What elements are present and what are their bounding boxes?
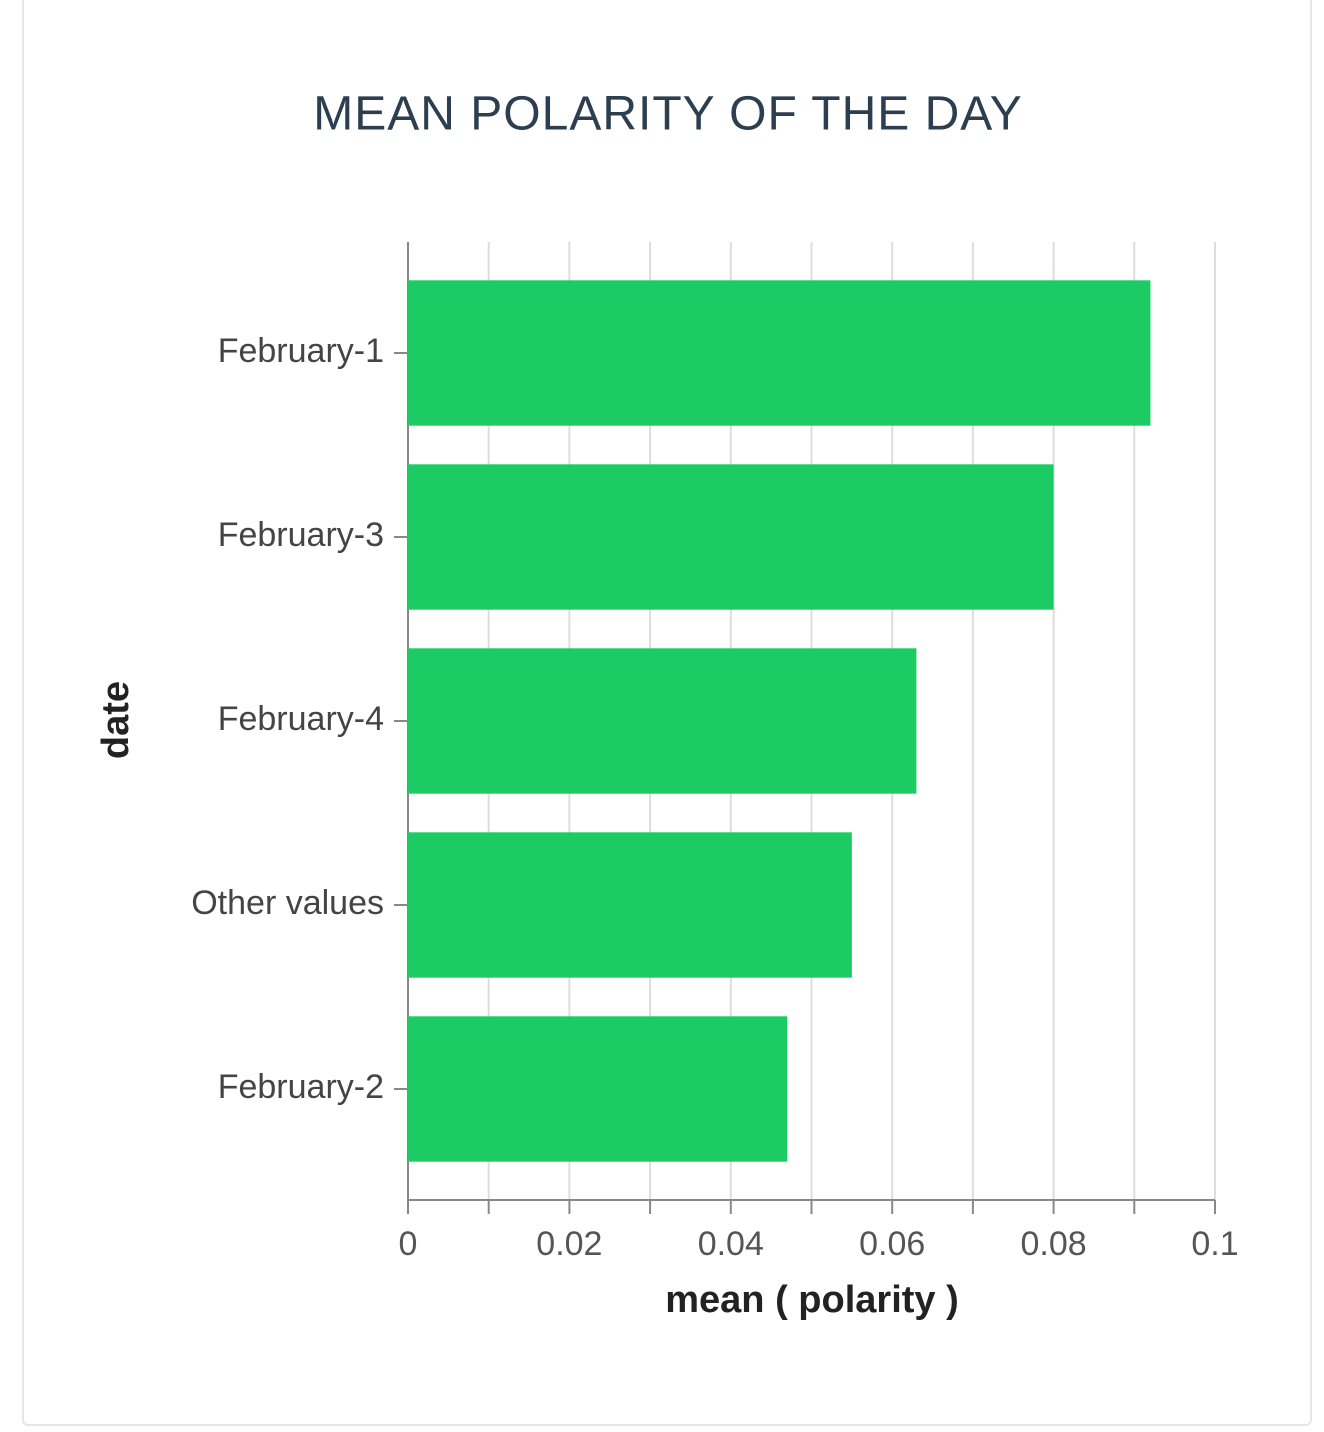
y-tick-label: February-4 (218, 700, 384, 738)
y-axis-label: date (95, 681, 137, 759)
x-tick-label: 0 (399, 1225, 418, 1263)
x-axis-label: mean ( polarity ) (665, 1279, 959, 1321)
x-tick-label: 0.02 (536, 1225, 602, 1263)
bar (408, 648, 917, 794)
bar (408, 832, 852, 978)
x-tick-label: 0.04 (698, 1225, 764, 1263)
chart-title: MEAN POLARITY OF THE DAY (313, 88, 1022, 141)
x-tick-label: 0.1 (1191, 1225, 1238, 1263)
x-tick-label: 0.08 (1021, 1225, 1087, 1263)
y-tick-label: February-1 (218, 332, 384, 370)
bar (408, 1016, 788, 1162)
y-tick-label: Other values (191, 884, 384, 922)
y-tick-label: February-2 (218, 1068, 384, 1106)
x-tick-label: 0.06 (859, 1225, 925, 1263)
bar (408, 280, 1151, 426)
y-tick-label: February-3 (218, 516, 384, 554)
bar (408, 464, 1054, 610)
